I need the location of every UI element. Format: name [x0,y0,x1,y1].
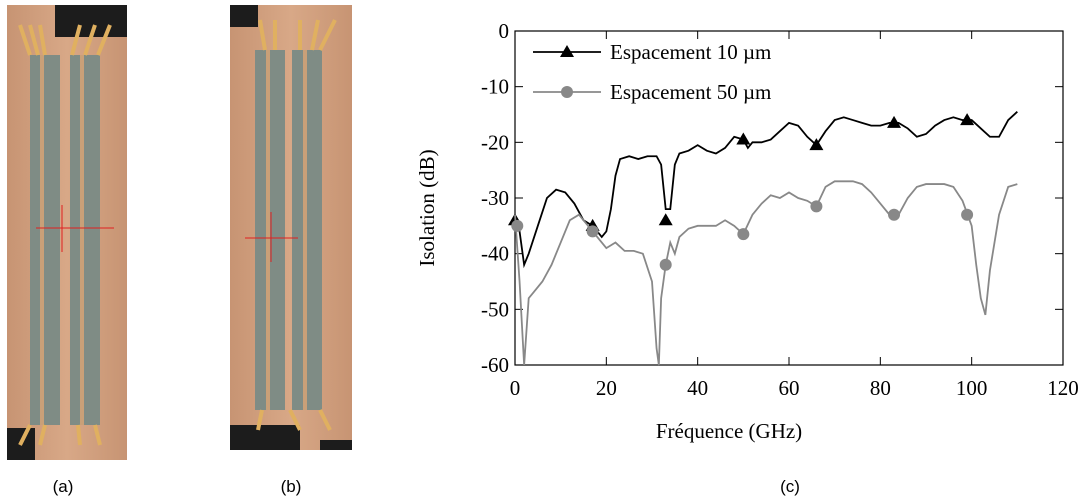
plot-frame [514,30,1064,366]
y-tick-label: -30 [481,186,509,210]
marker [888,208,901,221]
marker [810,200,823,213]
y-axis-label: Isolation (dB) [415,149,439,266]
legend-marker [560,45,574,57]
panel-label: (a) [53,477,74,496]
x-tick-label: 20 [596,376,617,400]
panel-label: (c) [780,477,800,496]
marker [960,113,975,126]
marker [736,132,751,145]
x-tick-label: 120 [1047,376,1079,400]
y-tick-label: -40 [481,242,509,266]
y-tick-label: -60 [481,353,509,377]
panel-label: (b) [281,477,302,496]
marker [658,213,673,226]
legend-marker [561,86,573,98]
x-tick-label: 100 [956,376,988,400]
y-tick-label: -10 [481,75,509,99]
marker [887,115,902,128]
x-tick-label: 0 [510,376,521,400]
marker [809,138,824,151]
series-line [514,180,1018,366]
legend-label: Espacement 10 µm [610,40,771,64]
marker [737,228,750,241]
marker [659,258,672,271]
y-tick-label: 0 [499,19,510,43]
photo-a [7,5,127,460]
y-tick-label: -20 [481,130,509,154]
x-tick-label: 80 [870,376,891,400]
marker [511,219,524,232]
legend-label: Espacement 50 µm [610,80,771,104]
marker [961,208,974,221]
series-line [514,111,1018,269]
marker [586,225,599,238]
x-axis-label: Fréquence (GHz) [656,419,802,443]
y-tick-label: -50 [481,297,509,321]
photo-b [230,5,352,450]
x-tick-label: 60 [779,376,800,400]
x-tick-label: 40 [687,376,708,400]
